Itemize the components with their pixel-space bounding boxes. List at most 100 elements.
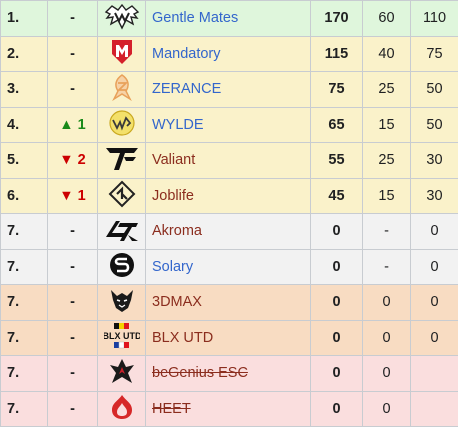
team-name-cell[interactable]: HEET <box>145 390 311 427</box>
points-cell: 115 <box>310 35 363 72</box>
points-cell: 55 <box>310 142 363 179</box>
team-logo-cell[interactable] <box>97 213 146 250</box>
mandatory-logo-icon[interactable] <box>104 38 140 66</box>
team-name-cell[interactable]: beGenius ESC <box>145 355 311 392</box>
place-cell: 3. <box>0 71 48 108</box>
team-link[interactable]: Gentle Mates <box>152 10 239 27</box>
change-cell: - <box>47 213 98 250</box>
team-name-cell[interactable]: Solary <box>145 248 311 285</box>
team-link[interactable]: Valiant <box>152 152 196 169</box>
place-cell: 1. <box>0 0 48 37</box>
score-cell: 30 <box>410 177 458 214</box>
change-cell: - <box>47 0 98 37</box>
team-link[interactable]: Akroma <box>152 223 202 240</box>
score-cell: - <box>362 213 411 250</box>
score-cell: 0 <box>410 319 458 356</box>
team-name-cell[interactable]: Gentle Mates <box>145 0 311 37</box>
change-value: - <box>70 365 75 382</box>
team-link[interactable]: Joblife <box>152 187 194 204</box>
change-value: - <box>70 400 75 417</box>
joblife-logo-icon[interactable] <box>104 180 140 208</box>
change-cell: ▼ 2 <box>47 142 98 179</box>
change-cell: - <box>47 355 98 392</box>
heet-logo-icon[interactable] <box>104 393 140 421</box>
score-cell: 50 <box>410 106 458 143</box>
place-cell: 2. <box>0 35 48 72</box>
score-cell: 0 <box>362 319 411 356</box>
change-cell: - <box>47 35 98 72</box>
blx-utd-logo-text: BLX UTD <box>104 331 140 341</box>
zerance-logo-icon[interactable] <box>104 73 140 102</box>
team-name-cell[interactable]: ZERANCE <box>145 71 311 108</box>
change-cell: ▼ 1 <box>47 177 98 214</box>
team-name-cell[interactable]: WYLDE <box>145 106 311 143</box>
team-link[interactable]: Solary <box>152 258 194 275</box>
solary-logo-icon[interactable] <box>104 251 140 279</box>
score-cell: 50 <box>410 71 458 108</box>
begenius-esc-logo-icon[interactable] <box>104 357 140 385</box>
score-cell: 40 <box>362 35 411 72</box>
table-row: 7. - Solary 0 - 0 <box>0 248 458 285</box>
team-link[interactable]: BLX UTD <box>152 329 214 346</box>
place-cell: 7. <box>0 355 48 392</box>
change-value: - <box>70 258 75 275</box>
table-row: 7. - 3DMAX 0 0 0 <box>0 284 458 321</box>
team-logo-cell[interactable] <box>97 106 146 143</box>
3dmax-logo-icon[interactable] <box>104 286 140 314</box>
team-logo-cell[interactable] <box>97 177 146 214</box>
akroma-logo-icon[interactable] <box>104 216 140 244</box>
table-row: 4. ▲ 1 WYLDE 65 15 50 <box>0 106 458 143</box>
team-name-cell[interactable]: 3DMAX <box>145 284 311 321</box>
team-logo-cell[interactable] <box>97 248 146 285</box>
team-link[interactable]: ZERANCE <box>152 81 222 98</box>
team-name-cell[interactable]: BLX UTD <box>145 319 311 356</box>
points-cell: 0 <box>310 355 363 392</box>
team-link[interactable]: WYLDE <box>152 116 204 133</box>
team-name-cell[interactable]: Valiant <box>145 142 311 179</box>
team-link[interactable]: Mandatory <box>152 45 221 62</box>
gentle-mates-logo-icon[interactable] <box>104 3 140 31</box>
score-cell: 110 <box>410 0 458 37</box>
table-row: 2. - Mandatory 115 40 75 <box>0 35 458 72</box>
place-cell: 7. <box>0 213 48 250</box>
table-row: 3. - ZERANCE 75 25 50 <box>0 71 458 108</box>
points-cell: 75 <box>310 71 363 108</box>
points-cell: 65 <box>310 106 363 143</box>
up-arrow-icon: ▲ <box>59 116 74 133</box>
team-logo-cell[interactable] <box>97 284 146 321</box>
team-logo-cell[interactable] <box>97 355 146 392</box>
team-link[interactable]: HEET <box>152 400 191 417</box>
score-cell <box>410 390 458 427</box>
team-logo-cell[interactable] <box>97 35 146 72</box>
score-cell <box>410 355 458 392</box>
table-row: 7. - HEET 0 0 <box>0 390 458 427</box>
change-cell: ▲ 1 <box>47 106 98 143</box>
valiant-logo-icon[interactable] <box>104 145 140 173</box>
team-link[interactable]: 3DMAX <box>152 294 202 311</box>
change-value: - <box>70 329 75 346</box>
team-logo-cell[interactable] <box>97 71 146 108</box>
change-value: - <box>70 223 75 240</box>
table-row: 7. - Akroma 0 - 0 <box>0 213 458 250</box>
change-cell: - <box>47 390 98 427</box>
team-logo-cell[interactable]: BLX UTD <box>97 319 146 356</box>
change-value: 2 <box>77 152 86 169</box>
team-link[interactable]: beGenius ESC <box>152 365 248 382</box>
team-name-cell[interactable]: Mandatory <box>145 35 311 72</box>
blx-utd-logo-icon[interactable]: BLX UTD <box>104 322 140 350</box>
change-value: - <box>70 294 75 311</box>
change-value: - <box>70 45 75 62</box>
score-cell: 0 <box>362 355 411 392</box>
team-name-cell[interactable]: Joblife <box>145 177 311 214</box>
score-cell: 75 <box>410 35 458 72</box>
points-cell: 0 <box>310 248 363 285</box>
team-name-cell[interactable]: Akroma <box>145 213 311 250</box>
wylde-logo-icon[interactable] <box>104 109 140 137</box>
team-logo-cell[interactable] <box>97 390 146 427</box>
points-cell: 0 <box>310 284 363 321</box>
team-logo-cell[interactable] <box>97 0 146 37</box>
team-logo-cell[interactable] <box>97 142 146 179</box>
score-cell: 0 <box>362 390 411 427</box>
score-cell: 15 <box>362 177 411 214</box>
